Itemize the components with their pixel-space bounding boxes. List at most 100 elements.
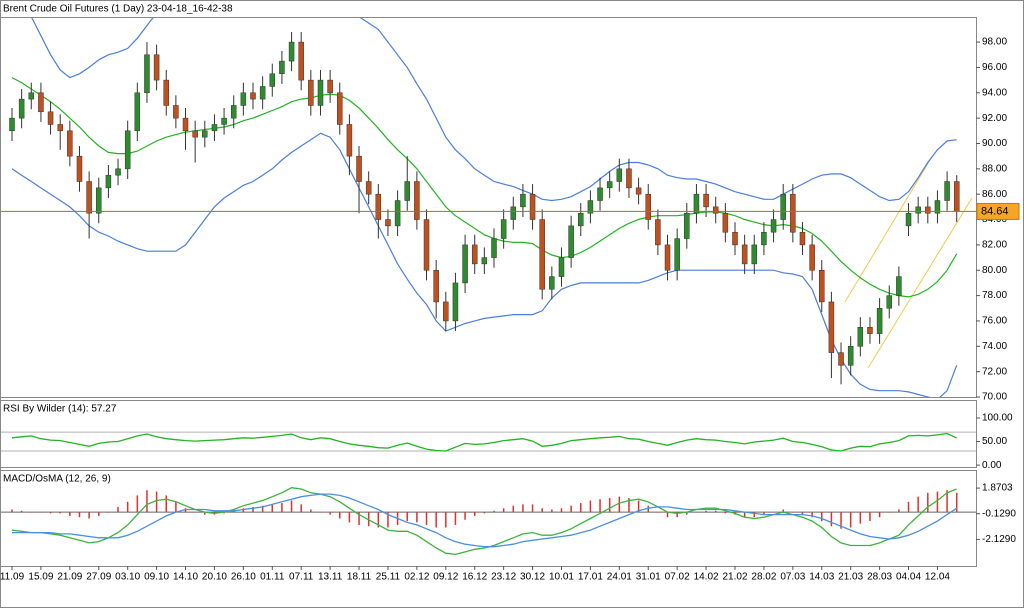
x-tick-label: 28.03 (867, 572, 892, 583)
y-tick-label: 76.00 (982, 316, 1007, 327)
histogram-bar (252, 506, 254, 513)
last-price-box (976, 202, 1020, 220)
candle-body (635, 187, 642, 195)
candle-body (616, 168, 623, 182)
histogram-bar (608, 497, 611, 513)
candle-body (896, 276, 902, 296)
candle-body (790, 193, 796, 233)
histogram-bar (917, 496, 919, 513)
candle-body (221, 117, 227, 125)
x-tick-label: 14.02 (694, 572, 719, 583)
candle-body (925, 206, 931, 214)
candle-body (732, 231, 738, 246)
candle-body (915, 206, 921, 214)
histogram-bar (300, 504, 302, 513)
histogram-bar (869, 512, 871, 522)
histogram-bar (435, 512, 437, 528)
rsi-plot (1, 431, 976, 452)
histogram-bar (30, 512, 33, 513)
candle-body (529, 193, 536, 220)
candle-body (703, 193, 709, 208)
y-tick-label: 92.00 (982, 113, 1007, 124)
histogram-bar (560, 508, 563, 513)
candle-body (876, 308, 883, 334)
series-line (11, 487, 957, 556)
histogram-bar (281, 503, 283, 513)
candle-body (674, 238, 680, 271)
x-tick-label: 25.11 (376, 572, 401, 583)
candle-body (337, 92, 343, 125)
candle-body (356, 155, 362, 182)
candle-body (163, 79, 169, 106)
y-tick-label: 96.00 (982, 62, 1007, 73)
y-tick-label: 80.00 (982, 265, 1007, 276)
histogram-bar (136, 495, 139, 513)
candle-body (819, 269, 825, 303)
x-tick-label: 31.01 (636, 572, 661, 583)
candle-body (886, 295, 892, 309)
histogram-bar (898, 509, 900, 513)
x-tick-label: 11.09 (0, 572, 25, 583)
candle-body (722, 212, 729, 233)
candle-body (144, 54, 150, 94)
histogram-bar (416, 512, 418, 523)
histogram-bar (589, 500, 592, 513)
histogram-bar (743, 512, 746, 518)
series-line (11, 77, 958, 298)
x-tick-label: 13.11 (318, 572, 343, 583)
histogram-bar (830, 512, 833, 527)
candle-body (712, 206, 719, 214)
candle-body (433, 269, 439, 303)
candle-body (9, 117, 15, 132)
histogram-bar (695, 512, 698, 513)
y-tick-label: 86.00 (982, 189, 1007, 200)
panel-title: MACD/OsMA (12, 26, 9) (3, 474, 111, 485)
x-tick-label: 09.12 (433, 572, 458, 583)
histogram-bar (78, 512, 81, 518)
candle-body (96, 187, 102, 214)
histogram-bar (531, 504, 534, 513)
candle-body (38, 92, 44, 113)
candle-body (182, 117, 189, 132)
y-tick-label: 88.00 (982, 163, 1007, 174)
histogram-bar (126, 501, 129, 513)
candle-body (414, 181, 420, 220)
histogram-bar (551, 509, 553, 513)
x-tick-label: 07.03 (780, 572, 805, 583)
y-tick-label: -0.1290 (982, 508, 1016, 519)
histogram-bar (454, 512, 457, 525)
x-tick-label: 10.01 (549, 572, 574, 583)
histogram-bar (59, 512, 61, 514)
candle-body (192, 130, 198, 138)
x-tick-label: 09.10 (144, 572, 169, 583)
candle-body (250, 92, 256, 100)
y-tick-label: 90.00 (982, 138, 1007, 149)
histogram-bar (290, 500, 293, 513)
series-line (11, 432, 957, 452)
candle-body (655, 219, 661, 246)
candle-body (481, 257, 488, 265)
candle-body (134, 92, 141, 132)
histogram-bar (657, 512, 659, 513)
channel-line (867, 197, 973, 369)
y-tick-label: 74.00 (982, 341, 1007, 352)
histogram-bar (763, 512, 765, 515)
histogram-bar (387, 512, 389, 528)
macd-plot (1, 487, 976, 556)
histogram-bar (146, 490, 148, 513)
y-tick-label: 1.8703 (982, 483, 1013, 494)
x-tick-label: 07.11 (289, 572, 314, 583)
candle-body (327, 79, 333, 94)
price-plot (1, 18, 976, 397)
histogram-bar (724, 512, 727, 514)
candle-body (452, 282, 459, 322)
histogram-bar (782, 509, 784, 513)
candle-body (549, 276, 555, 290)
candle-body (47, 111, 54, 125)
y-tick-label: 50.00 (982, 436, 1007, 447)
y-tick-label: 70.00 (982, 392, 1007, 403)
histogram-bar (580, 503, 582, 513)
histogram-bar (772, 512, 775, 513)
candle-body (578, 212, 584, 227)
candle-body (780, 193, 786, 220)
